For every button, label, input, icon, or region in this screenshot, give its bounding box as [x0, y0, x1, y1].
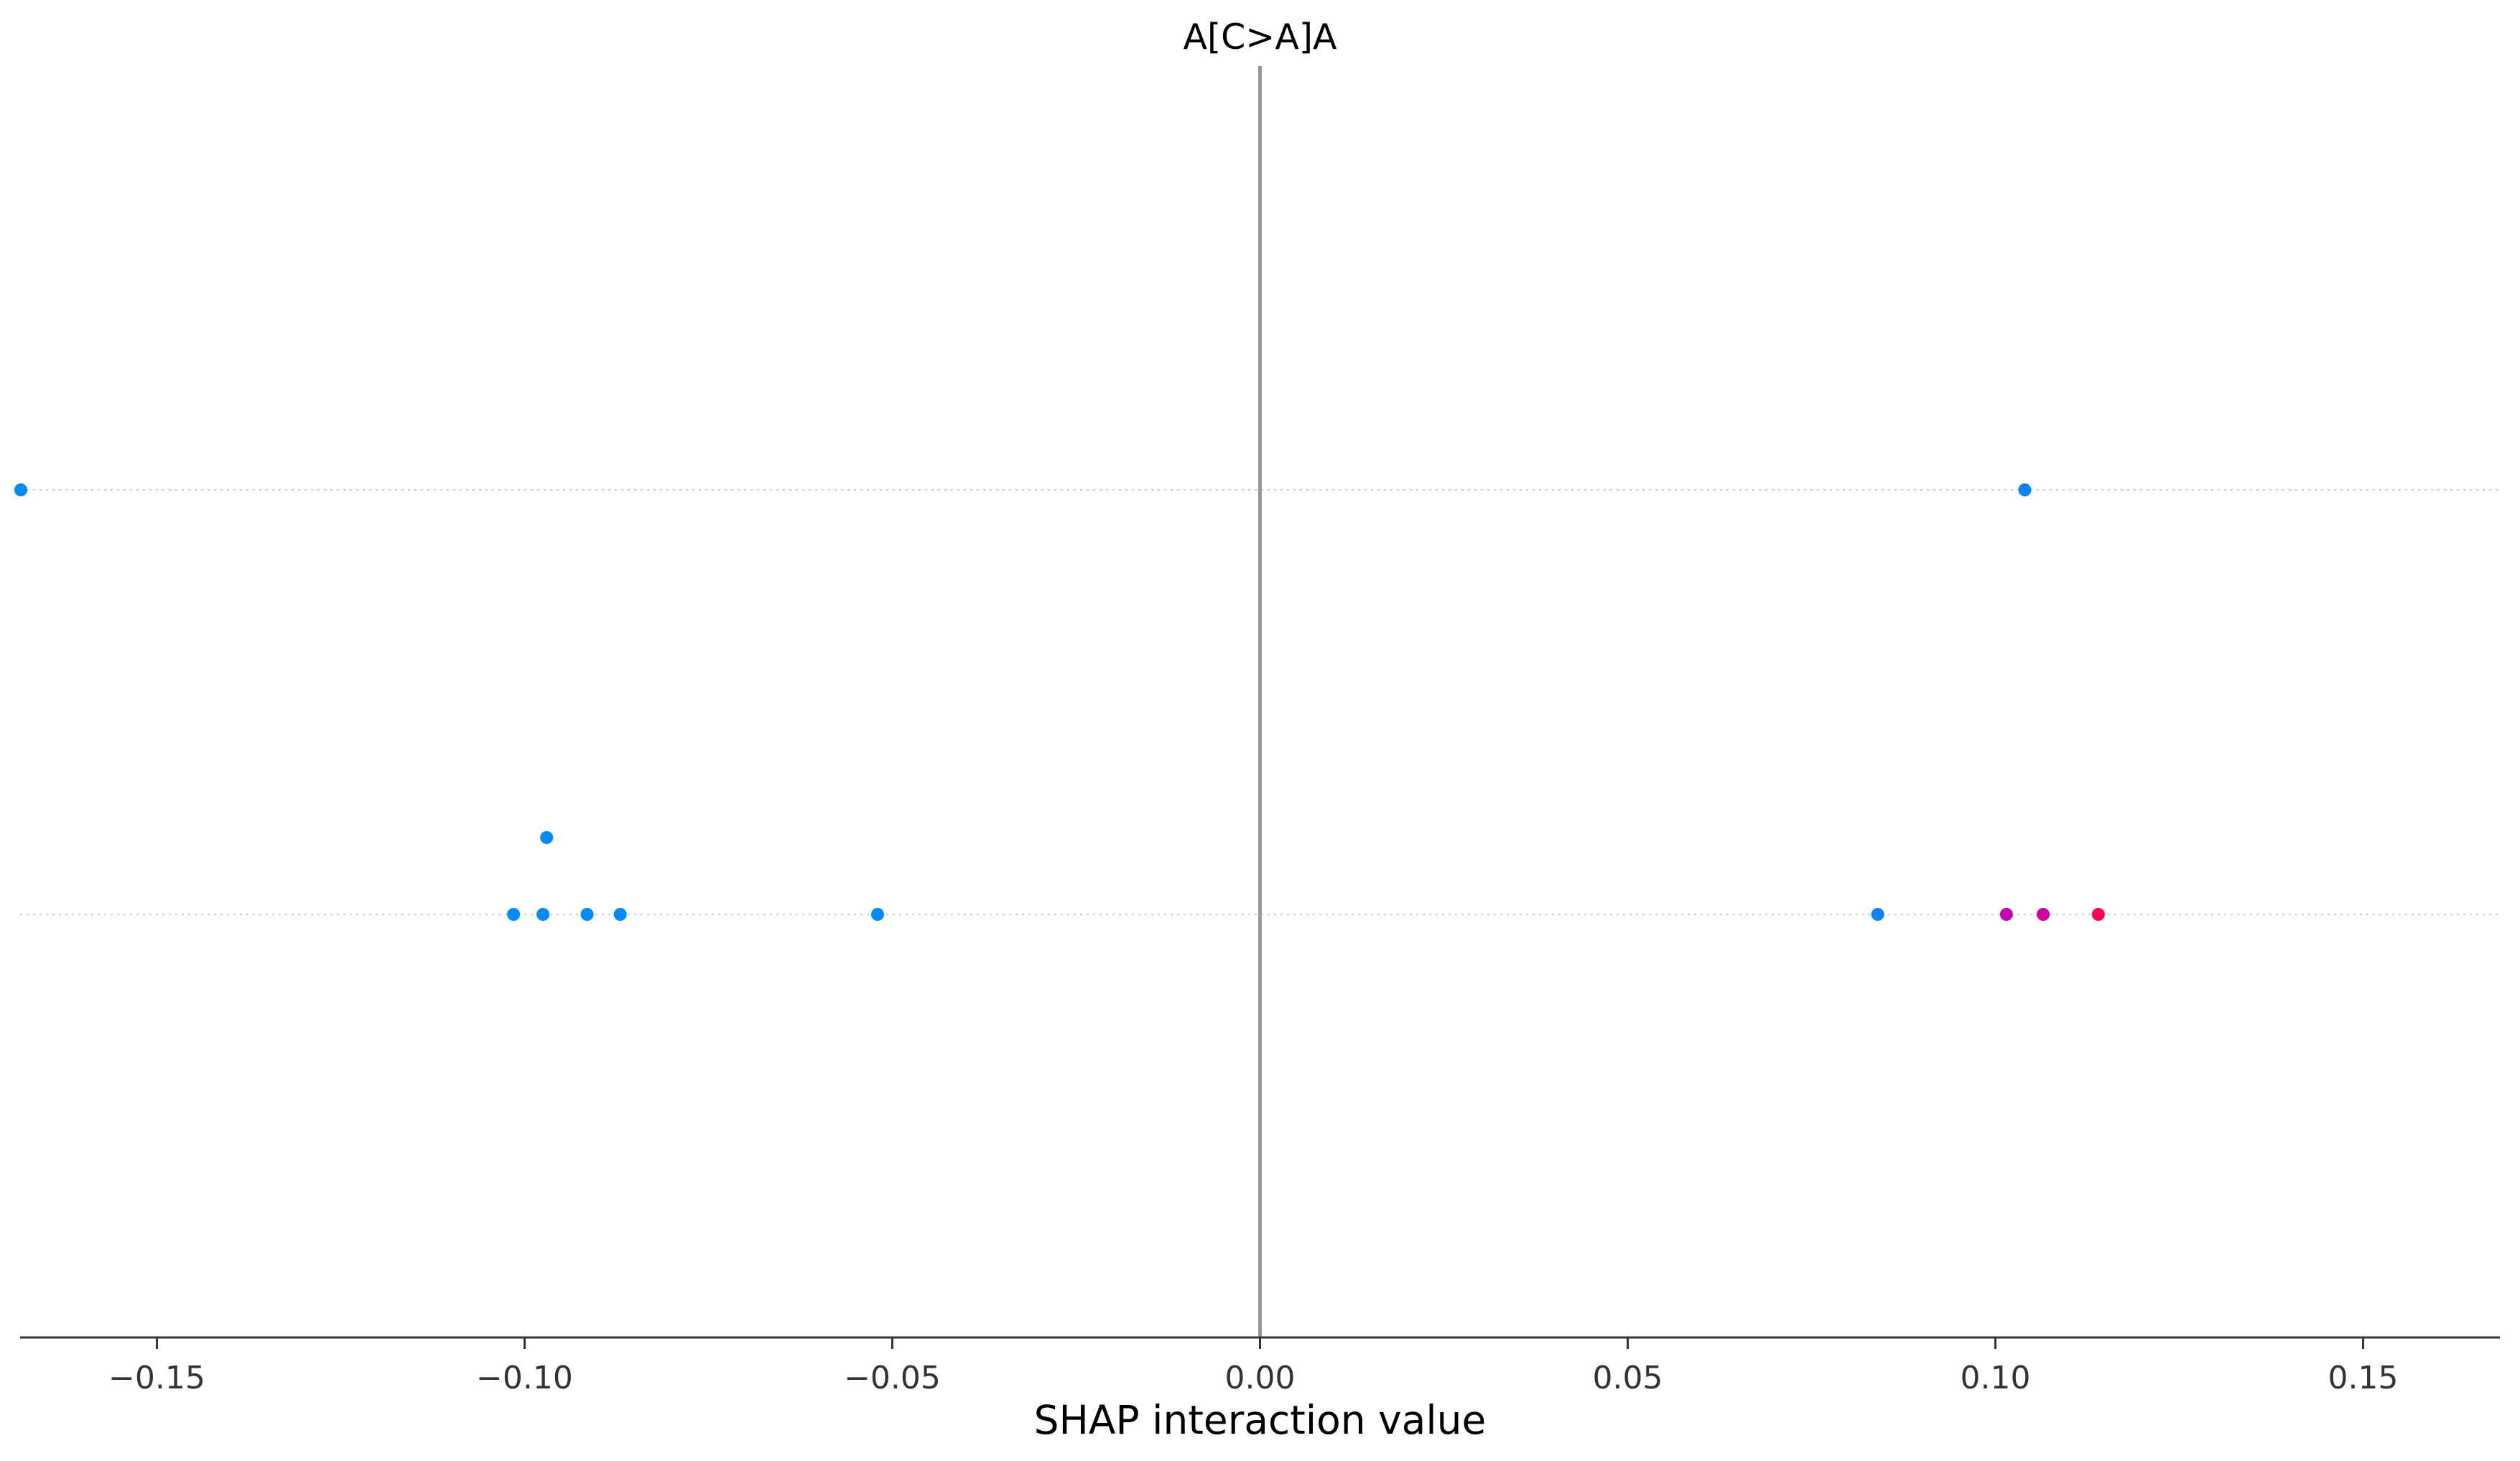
data-point	[2018, 483, 2032, 496]
data-point	[540, 831, 554, 844]
data-point	[1871, 908, 1884, 921]
x-tick-label: 0.10	[1961, 1360, 2031, 1396]
data-point	[1999, 908, 2013, 921]
data-point	[871, 908, 885, 921]
chart-title: A[C>A]A	[1183, 17, 1337, 57]
x-axis-ticks: −0.15 −0.10 −0.05 0.00 0.05 0.10 0.15	[108, 1337, 2399, 1396]
data-point	[2037, 908, 2050, 921]
data-point	[507, 908, 521, 921]
data-point	[580, 908, 594, 921]
data-point	[14, 483, 28, 496]
x-tick-label: 0.05	[1593, 1360, 1663, 1396]
data-point	[613, 908, 627, 921]
data-points	[14, 483, 2105, 921]
data-point	[536, 908, 550, 921]
x-tick-label: 0.00	[1225, 1360, 1296, 1396]
x-axis-label: SHAP interaction value	[1034, 1397, 1487, 1443]
x-tick-label: −0.05	[844, 1360, 941, 1396]
x-tick-label: −0.10	[476, 1360, 573, 1396]
x-tick-label: 0.15	[2328, 1360, 2399, 1396]
x-tick-label: −0.15	[108, 1360, 205, 1396]
data-point	[2091, 908, 2105, 921]
